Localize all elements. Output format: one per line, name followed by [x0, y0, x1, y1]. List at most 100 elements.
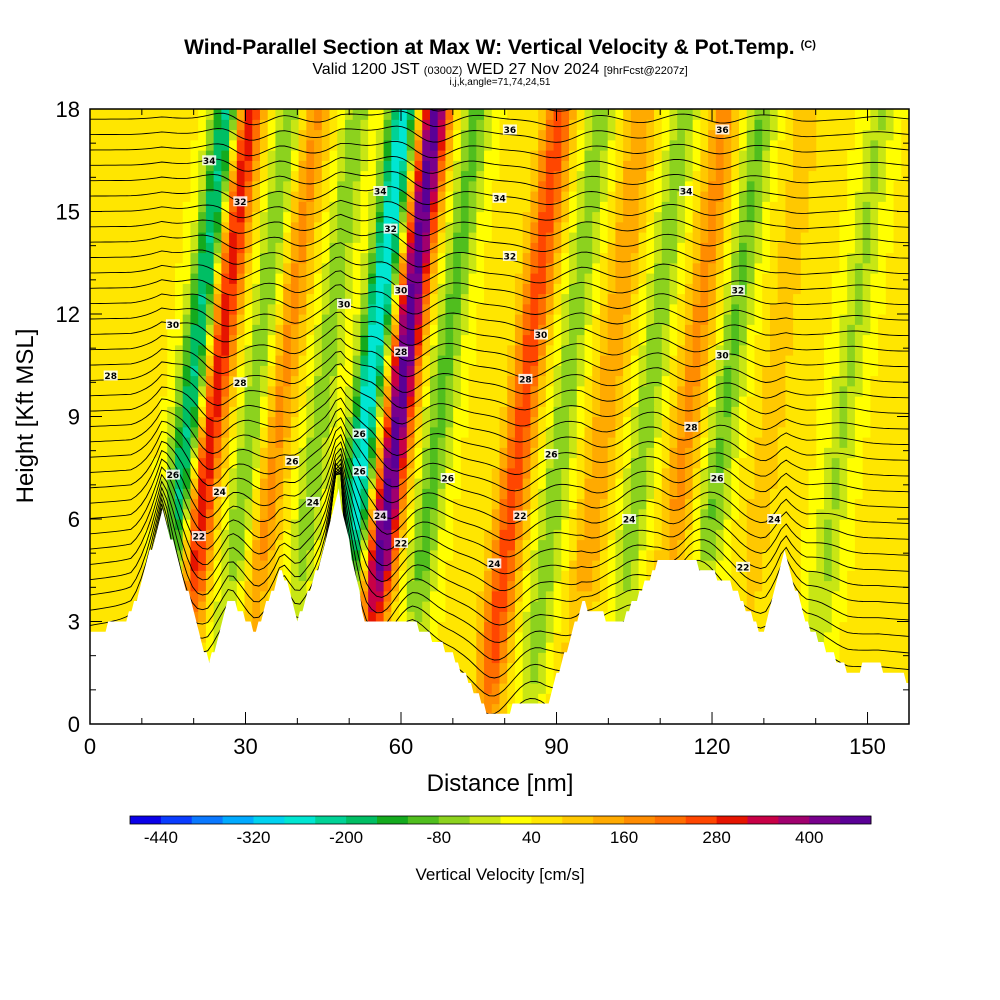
field-cell	[839, 529, 848, 541]
field-cell	[592, 508, 601, 520]
field-cell	[630, 293, 640, 305]
field-cell	[878, 447, 887, 459]
field-cell	[344, 396, 354, 407]
field-cell	[306, 242, 315, 254]
field-cell	[375, 355, 385, 366]
field-cell	[198, 570, 207, 582]
field-cell	[576, 457, 586, 469]
field-cell	[731, 242, 740, 254]
field-cell	[553, 303, 562, 315]
field-cell	[422, 508, 431, 520]
field-cell	[553, 642, 562, 653]
field-cell	[661, 293, 671, 305]
field-cell	[484, 703, 493, 715]
field-cell	[654, 262, 663, 274]
field-cell	[244, 344, 253, 356]
field-cell	[174, 529, 184, 541]
field-cell	[422, 406, 431, 418]
field-cell	[854, 437, 864, 448]
field-cell	[885, 375, 895, 387]
field-cell	[522, 488, 532, 500]
field-cell	[406, 580, 416, 592]
field-cell	[321, 252, 331, 264]
field-cell	[128, 355, 137, 366]
field-cell	[314, 396, 323, 407]
field-cell	[677, 508, 686, 520]
field-cell	[746, 549, 756, 561]
field-cell	[252, 262, 261, 274]
field-cell	[476, 580, 485, 592]
field-cell	[731, 324, 740, 336]
field-cell	[422, 498, 431, 510]
field-cell	[839, 539, 848, 551]
field-cell	[244, 283, 253, 295]
field-cell	[414, 416, 423, 428]
field-cell	[885, 560, 895, 571]
field-cell	[429, 437, 439, 448]
field-cell	[615, 365, 624, 377]
field-cell	[174, 437, 184, 448]
field-cell	[793, 467, 802, 479]
field-cell	[182, 334, 192, 346]
field-cell	[816, 385, 825, 397]
field-cell	[530, 631, 539, 643]
field-cell	[669, 396, 678, 407]
field-cell	[824, 560, 833, 571]
field-cell	[259, 590, 269, 602]
field-cell	[368, 273, 377, 284]
field-cell	[445, 293, 454, 305]
field-cell	[700, 283, 709, 295]
field-cell	[314, 447, 323, 459]
field-cell	[344, 334, 354, 346]
field-cell	[630, 375, 640, 387]
field-cell	[321, 488, 331, 500]
field-cell	[615, 252, 624, 264]
field-cell	[337, 426, 346, 438]
field-cell	[406, 467, 416, 479]
field-cell	[661, 437, 671, 448]
field-cell	[491, 283, 501, 295]
field-cell	[182, 549, 192, 561]
field-cell	[352, 549, 362, 561]
field-cell	[182, 344, 192, 356]
field-cell	[862, 642, 871, 653]
field-cell	[893, 416, 902, 428]
field-cell	[854, 293, 864, 305]
field-cell	[484, 662, 493, 674]
field-cell	[468, 344, 477, 356]
field-cell	[847, 631, 856, 643]
field-cell	[878, 385, 887, 397]
field-cell	[808, 242, 817, 254]
field-cell	[283, 262, 292, 274]
field-cell	[576, 580, 586, 592]
field-cell	[538, 478, 547, 489]
field-cell	[460, 611, 470, 623]
field-cell	[530, 478, 539, 489]
field-cell	[290, 262, 300, 274]
field-cell	[468, 570, 477, 582]
field-cell	[383, 252, 392, 264]
field-cell	[870, 283, 879, 295]
field-cell	[360, 396, 369, 407]
field-cell	[406, 570, 416, 582]
field-cell	[800, 252, 810, 264]
field-cell	[399, 611, 408, 623]
field-cell	[862, 355, 871, 366]
field-cell	[654, 426, 663, 438]
field-cell	[375, 262, 385, 274]
field-cell	[90, 365, 99, 377]
field-cell	[661, 283, 671, 295]
field-cell	[754, 560, 763, 571]
field-cell	[174, 273, 184, 284]
field-cell	[777, 539, 786, 551]
field-cell	[468, 590, 477, 602]
field-cell	[854, 549, 864, 561]
field-cell	[599, 262, 609, 274]
field-cell	[684, 324, 694, 336]
field-cell	[275, 549, 284, 561]
field-cell	[437, 580, 447, 592]
field-cell	[754, 611, 763, 623]
field-cell	[854, 283, 864, 295]
field-cell	[151, 406, 161, 418]
field-cell	[375, 385, 385, 397]
